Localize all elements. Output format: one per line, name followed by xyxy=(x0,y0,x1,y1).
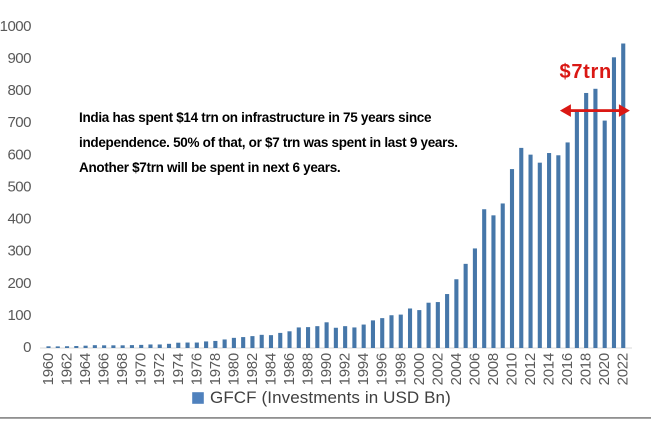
svg-text:1988: 1988 xyxy=(300,353,317,385)
svg-text:0: 0 xyxy=(23,339,31,356)
svg-text:2006: 2006 xyxy=(466,353,483,385)
svg-text:2000: 2000 xyxy=(411,353,428,385)
svg-text:1962: 1962 xyxy=(59,353,76,385)
svg-text:1990: 1990 xyxy=(318,353,335,385)
svg-text:2002: 2002 xyxy=(429,353,446,385)
svg-text:2008: 2008 xyxy=(485,353,502,385)
svg-text:independence. 50% of that, or: independence. 50% of that, or $7 trn was… xyxy=(79,135,458,150)
svg-text:2016: 2016 xyxy=(559,353,576,385)
svg-text:2020: 2020 xyxy=(596,353,613,385)
svg-text:1994: 1994 xyxy=(355,353,372,385)
svg-text:300: 300 xyxy=(7,243,31,260)
svg-text:1984: 1984 xyxy=(262,353,279,385)
svg-text:1992: 1992 xyxy=(337,353,354,385)
svg-text:1986: 1986 xyxy=(281,353,298,385)
svg-text:1000: 1000 xyxy=(0,18,31,35)
svg-text:500: 500 xyxy=(7,178,31,195)
svg-text:2018: 2018 xyxy=(578,353,595,385)
svg-text:GFCF (Investments in USD Bn): GFCF (Investments in USD Bn) xyxy=(210,388,451,407)
svg-text:600: 600 xyxy=(7,146,31,163)
svg-text:2004: 2004 xyxy=(448,353,465,385)
svg-text:$7trn: $7trn xyxy=(560,61,612,83)
svg-text:2012: 2012 xyxy=(522,353,539,385)
svg-text:1970: 1970 xyxy=(133,353,150,385)
svg-text:1960: 1960 xyxy=(40,353,57,385)
svg-text:Another $7trn will be spent in: Another $7trn will be spent in next 6 ye… xyxy=(79,160,340,175)
svg-text:1980: 1980 xyxy=(225,353,242,385)
svg-text:900: 900 xyxy=(7,50,31,67)
svg-text:1976: 1976 xyxy=(188,353,205,385)
svg-text:2022: 2022 xyxy=(615,353,632,385)
svg-text:1966: 1966 xyxy=(96,353,113,385)
svg-text:200: 200 xyxy=(7,275,31,292)
svg-text:1968: 1968 xyxy=(114,353,131,385)
svg-text:700: 700 xyxy=(7,114,31,131)
svg-text:400: 400 xyxy=(7,211,31,228)
svg-text:800: 800 xyxy=(7,82,31,99)
svg-text:2010: 2010 xyxy=(504,353,521,385)
svg-text:1978: 1978 xyxy=(207,353,224,385)
svg-text:1964: 1964 xyxy=(77,353,94,385)
svg-text:1972: 1972 xyxy=(151,353,168,385)
svg-text:1974: 1974 xyxy=(170,353,187,385)
svg-text:1996: 1996 xyxy=(374,353,391,385)
svg-text:100: 100 xyxy=(7,307,31,324)
svg-text:2014: 2014 xyxy=(541,353,558,385)
svg-text:1998: 1998 xyxy=(392,353,409,385)
svg-text:1982: 1982 xyxy=(244,353,261,385)
svg-text:India has spent $14 trn on inf: India has spent $14 trn on infrastructur… xyxy=(79,110,432,125)
